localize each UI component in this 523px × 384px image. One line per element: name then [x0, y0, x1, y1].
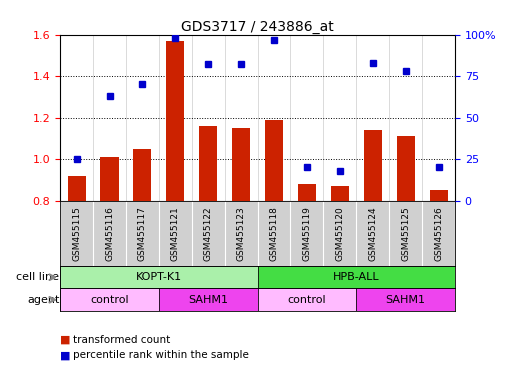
Text: ■: ■ — [60, 350, 71, 360]
Text: ■: ■ — [60, 335, 71, 345]
Text: agent: agent — [27, 295, 60, 305]
Text: GSM455119: GSM455119 — [302, 206, 311, 261]
Text: control: control — [288, 295, 326, 305]
Bar — [298, 184, 316, 201]
Text: cell line: cell line — [17, 272, 60, 282]
Text: GSM455122: GSM455122 — [204, 206, 213, 260]
Text: GSM455124: GSM455124 — [368, 206, 377, 260]
Text: control: control — [90, 295, 129, 305]
Text: GSM455121: GSM455121 — [171, 206, 180, 261]
Bar — [199, 126, 217, 201]
Bar — [133, 149, 152, 201]
Text: GSM455116: GSM455116 — [105, 206, 114, 261]
Bar — [67, 176, 86, 201]
Text: percentile rank within the sample: percentile rank within the sample — [73, 350, 249, 360]
Bar — [60, 288, 159, 311]
Bar — [166, 41, 185, 201]
Bar — [100, 157, 119, 201]
Text: GSM455115: GSM455115 — [72, 206, 81, 261]
Text: GSM455125: GSM455125 — [401, 206, 410, 261]
Bar — [331, 186, 349, 201]
Bar — [60, 266, 257, 288]
Text: HPB-ALL: HPB-ALL — [333, 272, 380, 282]
Text: transformed count: transformed count — [73, 335, 170, 345]
Bar — [159, 288, 257, 311]
Bar — [396, 136, 415, 201]
Text: GSM455117: GSM455117 — [138, 206, 147, 261]
Text: SAHM1: SAHM1 — [385, 295, 426, 305]
Bar — [265, 120, 283, 201]
Bar — [257, 266, 455, 288]
Bar — [232, 128, 250, 201]
Bar — [356, 288, 455, 311]
Bar — [257, 288, 356, 311]
Text: KOPT-K1: KOPT-K1 — [136, 272, 182, 282]
Bar — [429, 190, 448, 201]
Text: GSM455123: GSM455123 — [236, 206, 246, 261]
Text: GSM455118: GSM455118 — [269, 206, 279, 261]
Text: GSM455126: GSM455126 — [434, 206, 443, 261]
Title: GDS3717 / 243886_at: GDS3717 / 243886_at — [181, 20, 334, 33]
Bar — [363, 130, 382, 201]
Text: SAHM1: SAHM1 — [188, 295, 228, 305]
Text: GSM455120: GSM455120 — [335, 206, 344, 261]
